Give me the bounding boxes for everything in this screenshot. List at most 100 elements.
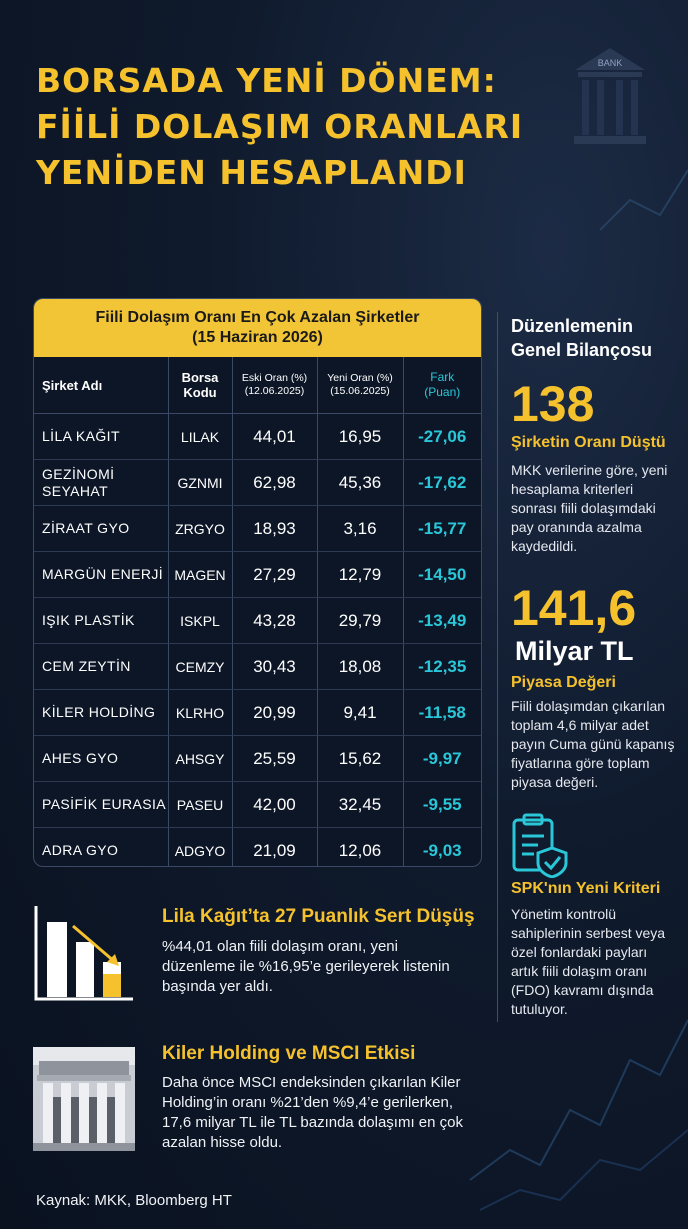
cell-company: IŞIK PLASTİK xyxy=(34,597,169,644)
summary-title: Düzenlemenin Genel Bilançosu xyxy=(511,316,653,360)
header-new-line-2: (15.06.2025) xyxy=(330,385,390,397)
cell-code: GZNMI xyxy=(168,459,233,506)
cell-code: PASEU xyxy=(168,781,233,828)
table-header-row: Şirket Adı Borsa Kodu Eski Oran (%) (12.… xyxy=(34,357,481,414)
cell-code: KLRHO xyxy=(168,689,233,736)
cell-diff: -12,35 xyxy=(403,643,481,690)
cell-company: GEZİNOMİ SEYAHAT xyxy=(34,459,169,506)
clipboard-shield-icon xyxy=(512,813,568,878)
table-title-line-1: Fiili Dolaşım Oranı En Çok Azalan Şirket… xyxy=(95,309,420,326)
table-row: IŞIK PLASTİK ISKPL 43,28 29,79 -13,49 xyxy=(34,597,481,644)
bank-building-icon: BANK xyxy=(574,48,646,144)
header-old-line-1: Eski Oran (%) xyxy=(241,372,308,384)
cell-new: 12,79 xyxy=(317,551,404,598)
declining-bar-chart-icon xyxy=(34,906,133,1001)
header-new-line-1: Yeni Oran (%) xyxy=(327,372,393,384)
summary-divider xyxy=(497,312,498,1022)
cell-old: 30,43 xyxy=(232,643,318,690)
header-diff-line-2: (Puan) xyxy=(424,385,461,399)
cell-company: LİLA KAĞIT xyxy=(34,413,169,460)
stat1-value: 138 xyxy=(511,376,595,432)
source-note: Kaynak: MKK, Bloomberg HT xyxy=(36,1192,232,1209)
cell-new: 9,41 xyxy=(317,689,404,736)
cell-old: 42,00 xyxy=(232,781,318,828)
cell-diff: -15,77 xyxy=(403,505,481,552)
cell-new: 45,36 xyxy=(317,459,404,506)
table-row: AHES GYO AHSGY 25,59 15,62 -9,97 xyxy=(34,735,481,782)
table-row: LİLA KAĞIT LILAK 44,01 16,95 -27,06 xyxy=(34,413,481,460)
spk-label: SPK'nın Yeni Kriteri xyxy=(511,880,661,897)
cell-new: 12,06 xyxy=(317,827,404,866)
cell-new: 18,08 xyxy=(317,643,404,690)
cell-diff: -11,58 xyxy=(403,689,481,736)
cell-diff: -27,06 xyxy=(403,413,481,460)
building-facade-image xyxy=(33,1047,135,1151)
bank-sign-text: BANK xyxy=(598,58,623,68)
header-old-ratio: Eski Oran (%) (12.06.2025) xyxy=(232,357,318,414)
cell-code: AHSGY xyxy=(168,735,233,782)
cell-old: 27,29 xyxy=(232,551,318,598)
cell-new: 3,16 xyxy=(317,505,404,552)
feature1-title: Lila Kağıt’ta 27 Puanlık Sert Düşüş xyxy=(162,906,475,927)
cell-old: 20,99 xyxy=(232,689,318,736)
table-title-line-2: (15 Haziran 2026) xyxy=(192,329,323,346)
cell-diff: -9,55 xyxy=(403,781,481,828)
spk-text: Yönetim kontrolü sahiplerinin serbest ve… xyxy=(511,906,666,1017)
fdo-table: Şirket Adı Borsa Kodu Eski Oran (%) (12.… xyxy=(34,357,481,866)
headline-line-1: BORSADA YENİ DÖNEM: xyxy=(36,61,497,100)
cell-diff: -14,50 xyxy=(403,551,481,598)
cell-old: 21,09 xyxy=(232,827,318,866)
cell-company: ZİRAAT GYO xyxy=(34,505,169,552)
table-row: ZİRAAT GYO ZRGYO 18,93 3,16 -15,77 xyxy=(34,505,481,552)
cell-company: KİLER HOLDİNG xyxy=(34,689,169,736)
cell-code: LILAK xyxy=(168,413,233,460)
cell-old: 25,59 xyxy=(232,735,318,782)
stat2-unit: Milyar TL xyxy=(515,636,634,666)
header-code-line-1: Borsa xyxy=(181,370,219,385)
cell-new: 16,95 xyxy=(317,413,404,460)
feature1-text: %44,01 olan fiili dolaşım oranı, yeni dü… xyxy=(162,938,450,995)
table-row: KİLER HOLDİNG KLRHO 20,99 9,41 -11,58 xyxy=(34,689,481,736)
cell-diff: -13,49 xyxy=(403,597,481,644)
cell-old: 43,28 xyxy=(232,597,318,644)
cell-code: MAGEN xyxy=(168,551,233,598)
cell-diff: -9,03 xyxy=(422,840,462,860)
stat2-value: 141,6 xyxy=(511,580,637,636)
header-code-line-2: Kodu xyxy=(183,385,217,400)
stat1-text: MKK verilerine göre, yeni hesaplama krit… xyxy=(511,462,668,554)
cell-diff: -17,62 xyxy=(403,459,481,506)
cell-code: CEMZY xyxy=(168,643,233,690)
cell-diff: -9,97 xyxy=(403,735,481,782)
feature2-text: Daha önce MSCI endeksinden çıkarılan Kil… xyxy=(162,1074,463,1151)
cell-company: PASİFİK EURASIA xyxy=(34,781,169,828)
table-row: MARGÜN ENERJİ MAGEN 27,29 12,79 -14,50 xyxy=(34,551,481,598)
stat1-label: Şirketin Oranı Düştü xyxy=(511,434,666,451)
cell-old: 44,01 xyxy=(232,413,318,460)
cell-old: 62,98 xyxy=(232,459,318,506)
cell-code: ADGYO xyxy=(168,827,233,866)
header-new-ratio: Yeni Oran (%) (15.06.2025) xyxy=(317,357,404,414)
stat2-text: Fiili dolaşımdan çıkarılan toplam 4,6 mi… xyxy=(511,698,675,790)
headline-line-3: YENİDEN HESAPLANDI xyxy=(36,153,467,192)
header-diff: Fark (Puan) xyxy=(403,357,481,414)
cell-company: CEM ZEYTİN xyxy=(34,643,169,690)
header-old-line-2: (12.06.2025) xyxy=(244,385,305,397)
headline: BORSADA YENİ DÖNEM: FİİLİ DOLAŞIM ORANLA… xyxy=(36,58,596,196)
cell-company: ADRA GYO xyxy=(34,827,169,866)
table-title: Fiili Dolaşım Oranı En Çok Azalan Şirket… xyxy=(34,299,481,357)
cell-company: AHES GYO xyxy=(34,735,169,782)
header-diff-line-1: Fark xyxy=(430,370,455,384)
cell-new: 29,79 xyxy=(317,597,404,644)
cell-code: ZRGYO xyxy=(168,505,233,552)
feature2-title: Kiler Holding ve MSCI Etkisi xyxy=(162,1043,416,1064)
table-row: ADRA GYO ADGYO 21,09 12,06 -9,03 xyxy=(34,827,481,866)
header-company: Şirket Adı xyxy=(34,357,169,414)
cell-new: 15,62 xyxy=(317,735,404,782)
table-row: PASİFİK EURASIA PASEU 42,00 32,45 -9,55 xyxy=(34,781,481,828)
headline-line-2: FİİLİ DOLAŞIM ORANLARI xyxy=(36,107,524,146)
table-row: GEZİNOMİ SEYAHAT GZNMI 62,98 45,36 -17,6… xyxy=(34,459,481,506)
header-code: Borsa Kodu xyxy=(168,357,233,414)
stat2-label: Piyasa Değeri xyxy=(511,674,616,691)
cell-company: MARGÜN ENERJİ xyxy=(34,551,169,598)
